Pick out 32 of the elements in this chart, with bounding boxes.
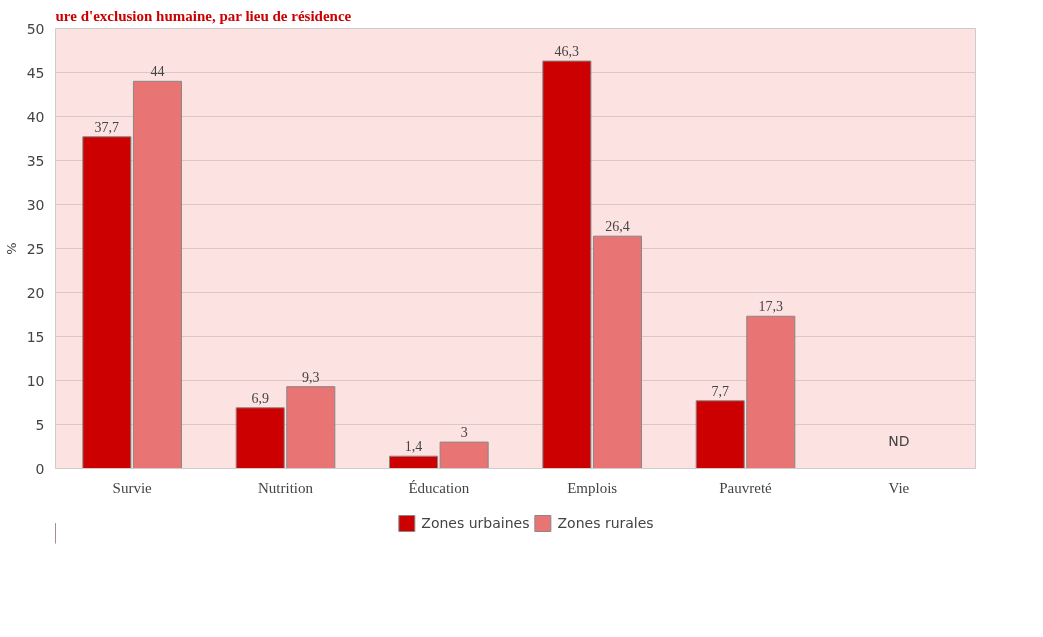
data-label: 26,4 [605, 219, 630, 235]
chart-title: ure d'exclusion humaine, par lieu de résidence [55, 7, 352, 24]
annotation: ND [888, 432, 910, 449]
y-tick-label: 15 [26, 328, 45, 345]
y-tick-label: 35 [26, 152, 45, 169]
y-axis-title: % [3, 242, 19, 255]
data-label: 1,4 [404, 439, 423, 455]
y-tick-label: 10 [26, 372, 45, 389]
legend-label: Zones urbaines [421, 515, 530, 531]
x-tick-label: Survie [112, 479, 153, 496]
data-label: 9,3 [302, 369, 320, 385]
legend-label: Zones rurales [557, 515, 654, 531]
data-label: 37,7 [94, 119, 120, 135]
data-label: 6,9 [251, 390, 269, 406]
x-tick-label: Vie [888, 479, 910, 496]
y-tick-label: 25 [26, 240, 45, 257]
y-tick-label: 30 [26, 196, 45, 213]
y-tick-label: 5 [35, 416, 45, 433]
y-tick-label: 50 [26, 20, 45, 37]
y-tick-label: 40 [26, 108, 45, 125]
data-label: 46,3 [554, 44, 580, 60]
y-tick-label: 20 [26, 284, 45, 301]
x-tick-label: Pauvreté [719, 479, 773, 496]
data-label: 7,7 [711, 383, 729, 399]
x-tick-label: Éducation [408, 479, 470, 496]
data-label: 44 [150, 64, 165, 80]
x-tick-label: Emplois [567, 479, 618, 496]
data-label: 17,3 [758, 299, 784, 315]
x-tick-label: Nutrition [258, 479, 314, 496]
y-tick-label: 0 [35, 460, 45, 477]
y-tick-label: 45 [26, 64, 45, 81]
data-label: 3 [460, 425, 468, 441]
